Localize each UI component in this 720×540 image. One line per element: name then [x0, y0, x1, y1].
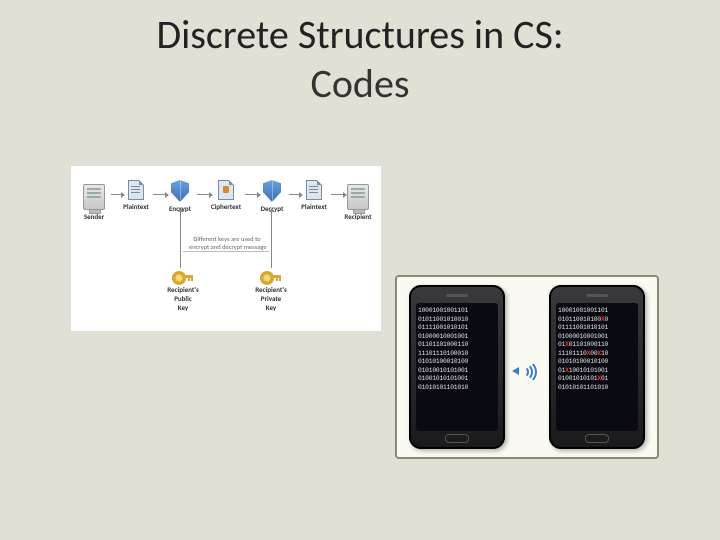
phones-diagram: 1000100100110101011001010010011110010101…	[395, 275, 659, 459]
phone-receiver: 10001001001101010110010100X0011110010101…	[549, 285, 645, 449]
node-sender: Sender	[77, 184, 111, 221]
locked-document-icon	[218, 180, 234, 200]
phone-speaker-icon	[446, 294, 468, 297]
shield-icon	[171, 180, 189, 202]
node-public-key: Recipient's Public Key	[163, 271, 203, 312]
node-recipient: Recipient	[341, 184, 375, 221]
shield-icon	[263, 180, 281, 202]
server-icon	[83, 184, 105, 210]
diagram-note: Different keys are used to encrypt and d…	[189, 236, 265, 252]
title-line-1: Discrete Structures in CS:	[0, 10, 720, 59]
arrow-icon	[197, 194, 209, 195]
phone-speaker-icon	[586, 294, 608, 297]
slide: Discrete Structures in CS: Codes Sender …	[0, 0, 720, 540]
document-icon	[306, 180, 322, 200]
phone-home-icon	[445, 434, 469, 443]
arrow-icon	[111, 194, 121, 195]
key-icon	[172, 271, 194, 283]
slide-title: Discrete Structures in CS: Codes	[0, 10, 720, 108]
phone-screen-bits-errors: 10001001001101010110010100X0011110010101…	[556, 303, 638, 431]
phone-screen-bits: 1000100100110101011001010010011110010101…	[416, 303, 498, 431]
arrow-icon	[331, 194, 343, 195]
phone-home-icon	[585, 434, 609, 443]
arrow-icon	[245, 194, 257, 195]
title-line-2: Codes	[0, 59, 720, 108]
arrow-icon	[271, 212, 272, 268]
arrow-icon	[180, 212, 181, 268]
crypto-diagram: Sender Plaintext Encrypt Ciphertext Decr…	[70, 165, 382, 332]
document-icon	[128, 180, 144, 200]
arrow-icon	[153, 194, 165, 195]
server-icon	[347, 184, 369, 210]
arrow-icon	[289, 194, 299, 195]
key-icon	[260, 271, 282, 283]
wifi-icon	[515, 357, 541, 383]
node-private-key: Recipient's Private Key	[251, 271, 291, 312]
phone-sender: 1000100100110101011001010010011110010101…	[409, 285, 505, 449]
